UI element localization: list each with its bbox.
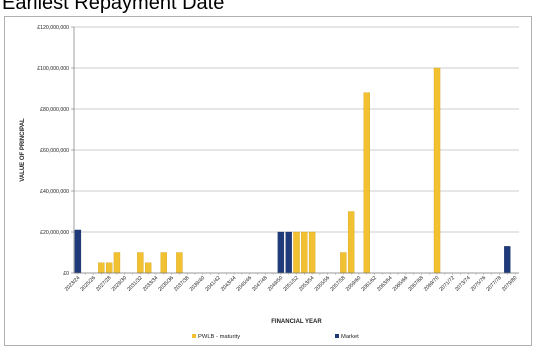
x-tick-label: 2063/64 [376,275,394,293]
x-tick-label: 2055/56 [314,275,332,293]
legend-swatch [335,334,339,338]
x-tick-label: 2075/76 [470,275,488,293]
bar [433,67,441,274]
bar [308,231,316,274]
x-tick-label: 2033/34 [142,275,160,293]
legend-item: Market [335,334,359,340]
bar [293,231,300,274]
y-tick-label: £120,000,000 [37,25,69,31]
page-title: Earliest Repayment Date [2,0,225,14]
x-tick-label: 2037/38 [173,275,191,293]
y-tick-label: £20,000,000 [40,230,69,236]
bar [105,262,113,274]
legend-label: PWLB - maturity [198,334,240,340]
x-tick-label: 2049/50 [267,275,285,293]
x-tick-label: 2051/52 [282,275,300,293]
x-tick-label: 2039/40 [189,275,207,293]
bar [160,252,167,274]
chart-frame [4,16,532,346]
x-tick-label: 2043/44 [220,275,238,293]
x-tick-label: 2025/26 [79,275,97,293]
x-tick-label: 2067/68 [407,275,425,293]
x-tick-label: 2029/30 [111,275,129,293]
y-tick-label: £100,000,000 [37,66,69,72]
x-tick-label: 2059/60 [345,275,363,293]
y-axis-title: VALUE OF PRINCIPAL [20,118,26,182]
legend-swatch [192,334,196,338]
bar [363,92,370,274]
bar [301,231,308,274]
x-tick-label: 2047/48 [251,275,269,293]
x-tick-label: 2035/36 [157,275,175,293]
x-tick-label: 2077/78 [485,275,503,293]
x-tick-label: 2069/70 [423,275,441,293]
x-tick-label: 2073/74 [454,275,472,293]
x-tick-label: 2053/54 [298,275,316,293]
x-tick-label: 2045/46 [236,275,254,293]
y-axis-ticks: £0 £20,000,000 £40,000,000 £60,000,000 £80,0… [37,25,74,277]
bar [113,252,121,274]
x-tick-label: 2023/24 [64,275,82,293]
x-axis-ticks: 2023/242025/262027/282029/302031/322033/… [64,273,519,293]
x-tick-label: 2057/58 [329,275,347,293]
bar [98,262,105,274]
x-axis-title: FINANCIAL YEAR [271,319,322,325]
bar [277,231,285,274]
x-tick-label: 2079/80 [501,275,519,293]
x-tick-label: 2031/32 [126,275,144,293]
x-tick-label: 2071/72 [439,275,457,293]
bar [504,246,511,274]
legend-label: Market [341,334,359,340]
grid [74,26,519,233]
y-tick-label: £80,000,000 [40,107,69,113]
legend-item: PWLB - maturity [192,334,240,340]
y-tick-label: £40,000,000 [40,189,69,195]
y-tick-label: £60,000,000 [40,148,69,154]
bar [347,211,355,274]
bar [137,252,144,274]
x-tick-label: 2027/28 [95,275,113,293]
legend: PWLB - maturity Market [192,334,359,340]
y-tick-label: £0 [63,271,69,277]
bar [340,252,347,274]
x-tick-label: 2065/66 [392,275,410,293]
bar [176,252,183,274]
bars [74,67,511,274]
x-tick-label: 2061/62 [360,275,378,293]
bar [144,262,152,274]
bar [285,231,292,274]
x-tick-label: 2041/42 [204,275,222,293]
bar [74,229,82,274]
